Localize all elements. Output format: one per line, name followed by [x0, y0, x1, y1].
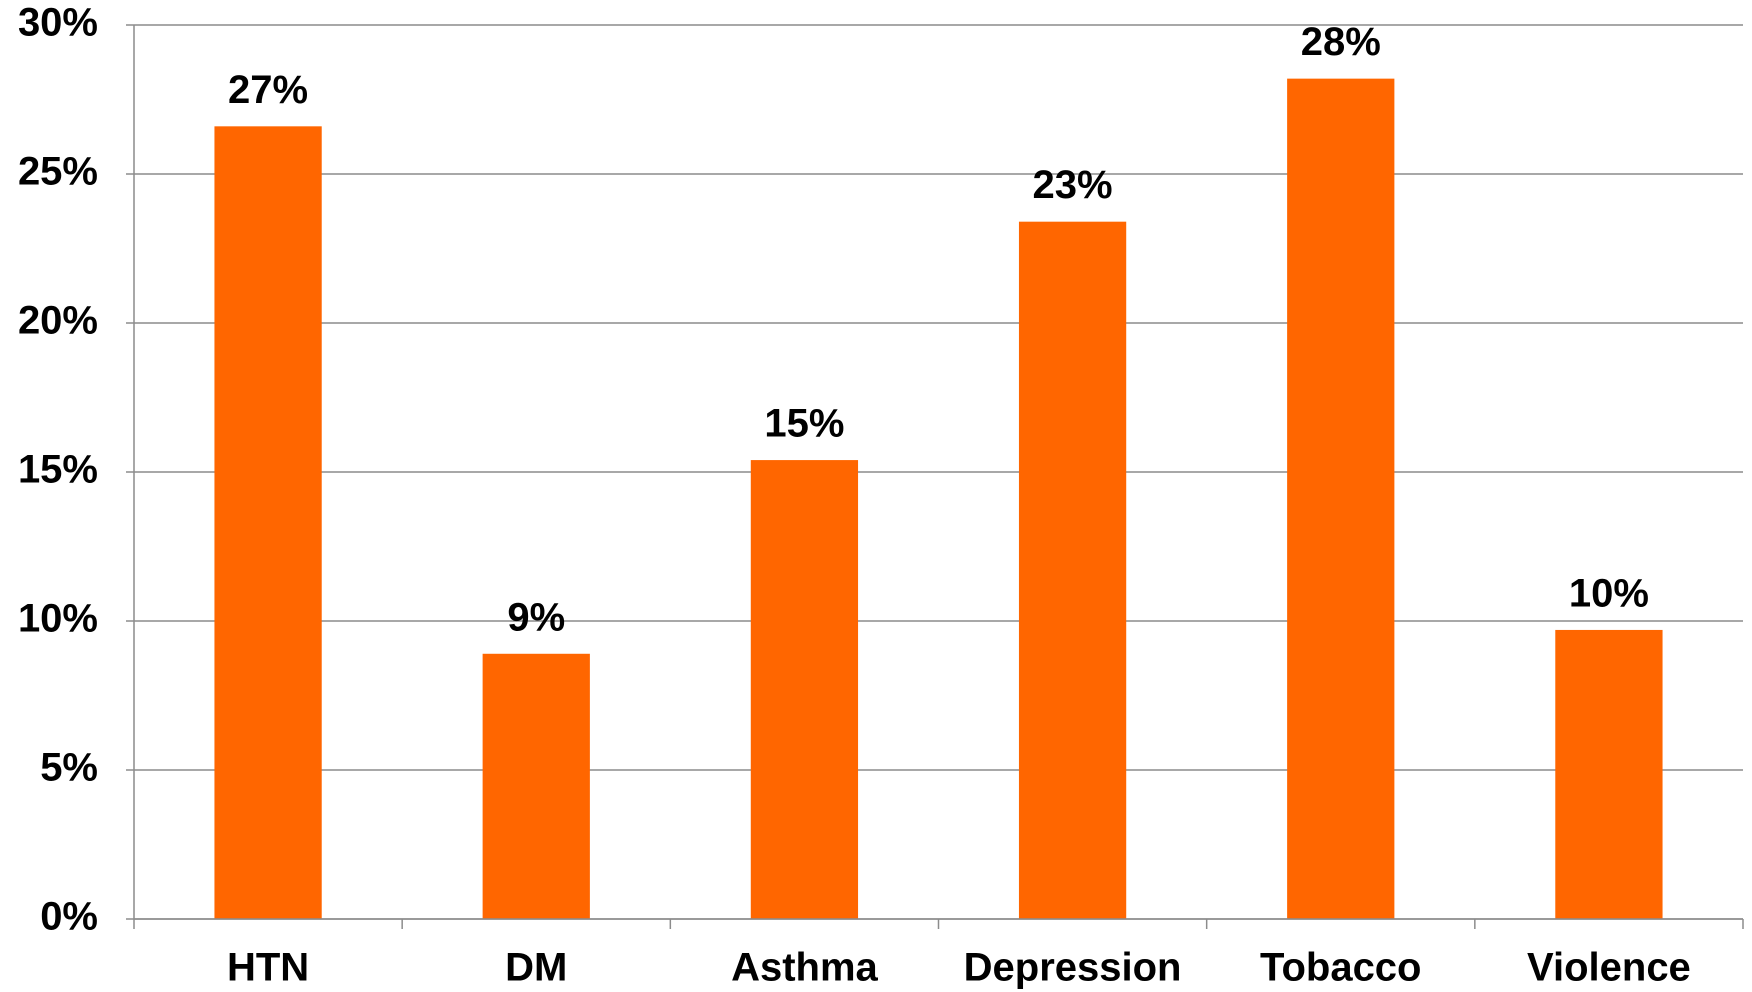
- x-tick-label: Violence: [1527, 946, 1691, 990]
- x-tick-label: Tobacco: [1260, 946, 1422, 990]
- y-tick-label: 15%: [18, 448, 98, 492]
- y-tick-label: 0%: [40, 895, 98, 939]
- bar: [1287, 78, 1395, 919]
- y-tick-label: 30%: [18, 1, 98, 45]
- value-label: 9%: [507, 595, 565, 639]
- value-label: 15%: [764, 402, 844, 446]
- bar: [214, 126, 322, 919]
- y-tick-label: 5%: [40, 746, 98, 790]
- value-label: 10%: [1569, 572, 1649, 616]
- x-tick-label: Depression: [964, 946, 1182, 990]
- bar: [750, 460, 859, 919]
- x-tick-label: HTN: [227, 946, 309, 990]
- bar: [482, 653, 590, 919]
- x-tick-label: Asthma: [731, 946, 878, 990]
- value-label: 23%: [1033, 163, 1113, 207]
- x-tick-label: DM: [505, 946, 567, 990]
- value-label: 27%: [228, 68, 308, 112]
- y-tick-label: 25%: [18, 150, 98, 194]
- bar: [1018, 221, 1127, 919]
- y-tick-label: 20%: [18, 299, 98, 343]
- y-tick-label: 10%: [18, 597, 98, 641]
- bar: [1555, 629, 1663, 919]
- value-label: 28%: [1301, 20, 1381, 64]
